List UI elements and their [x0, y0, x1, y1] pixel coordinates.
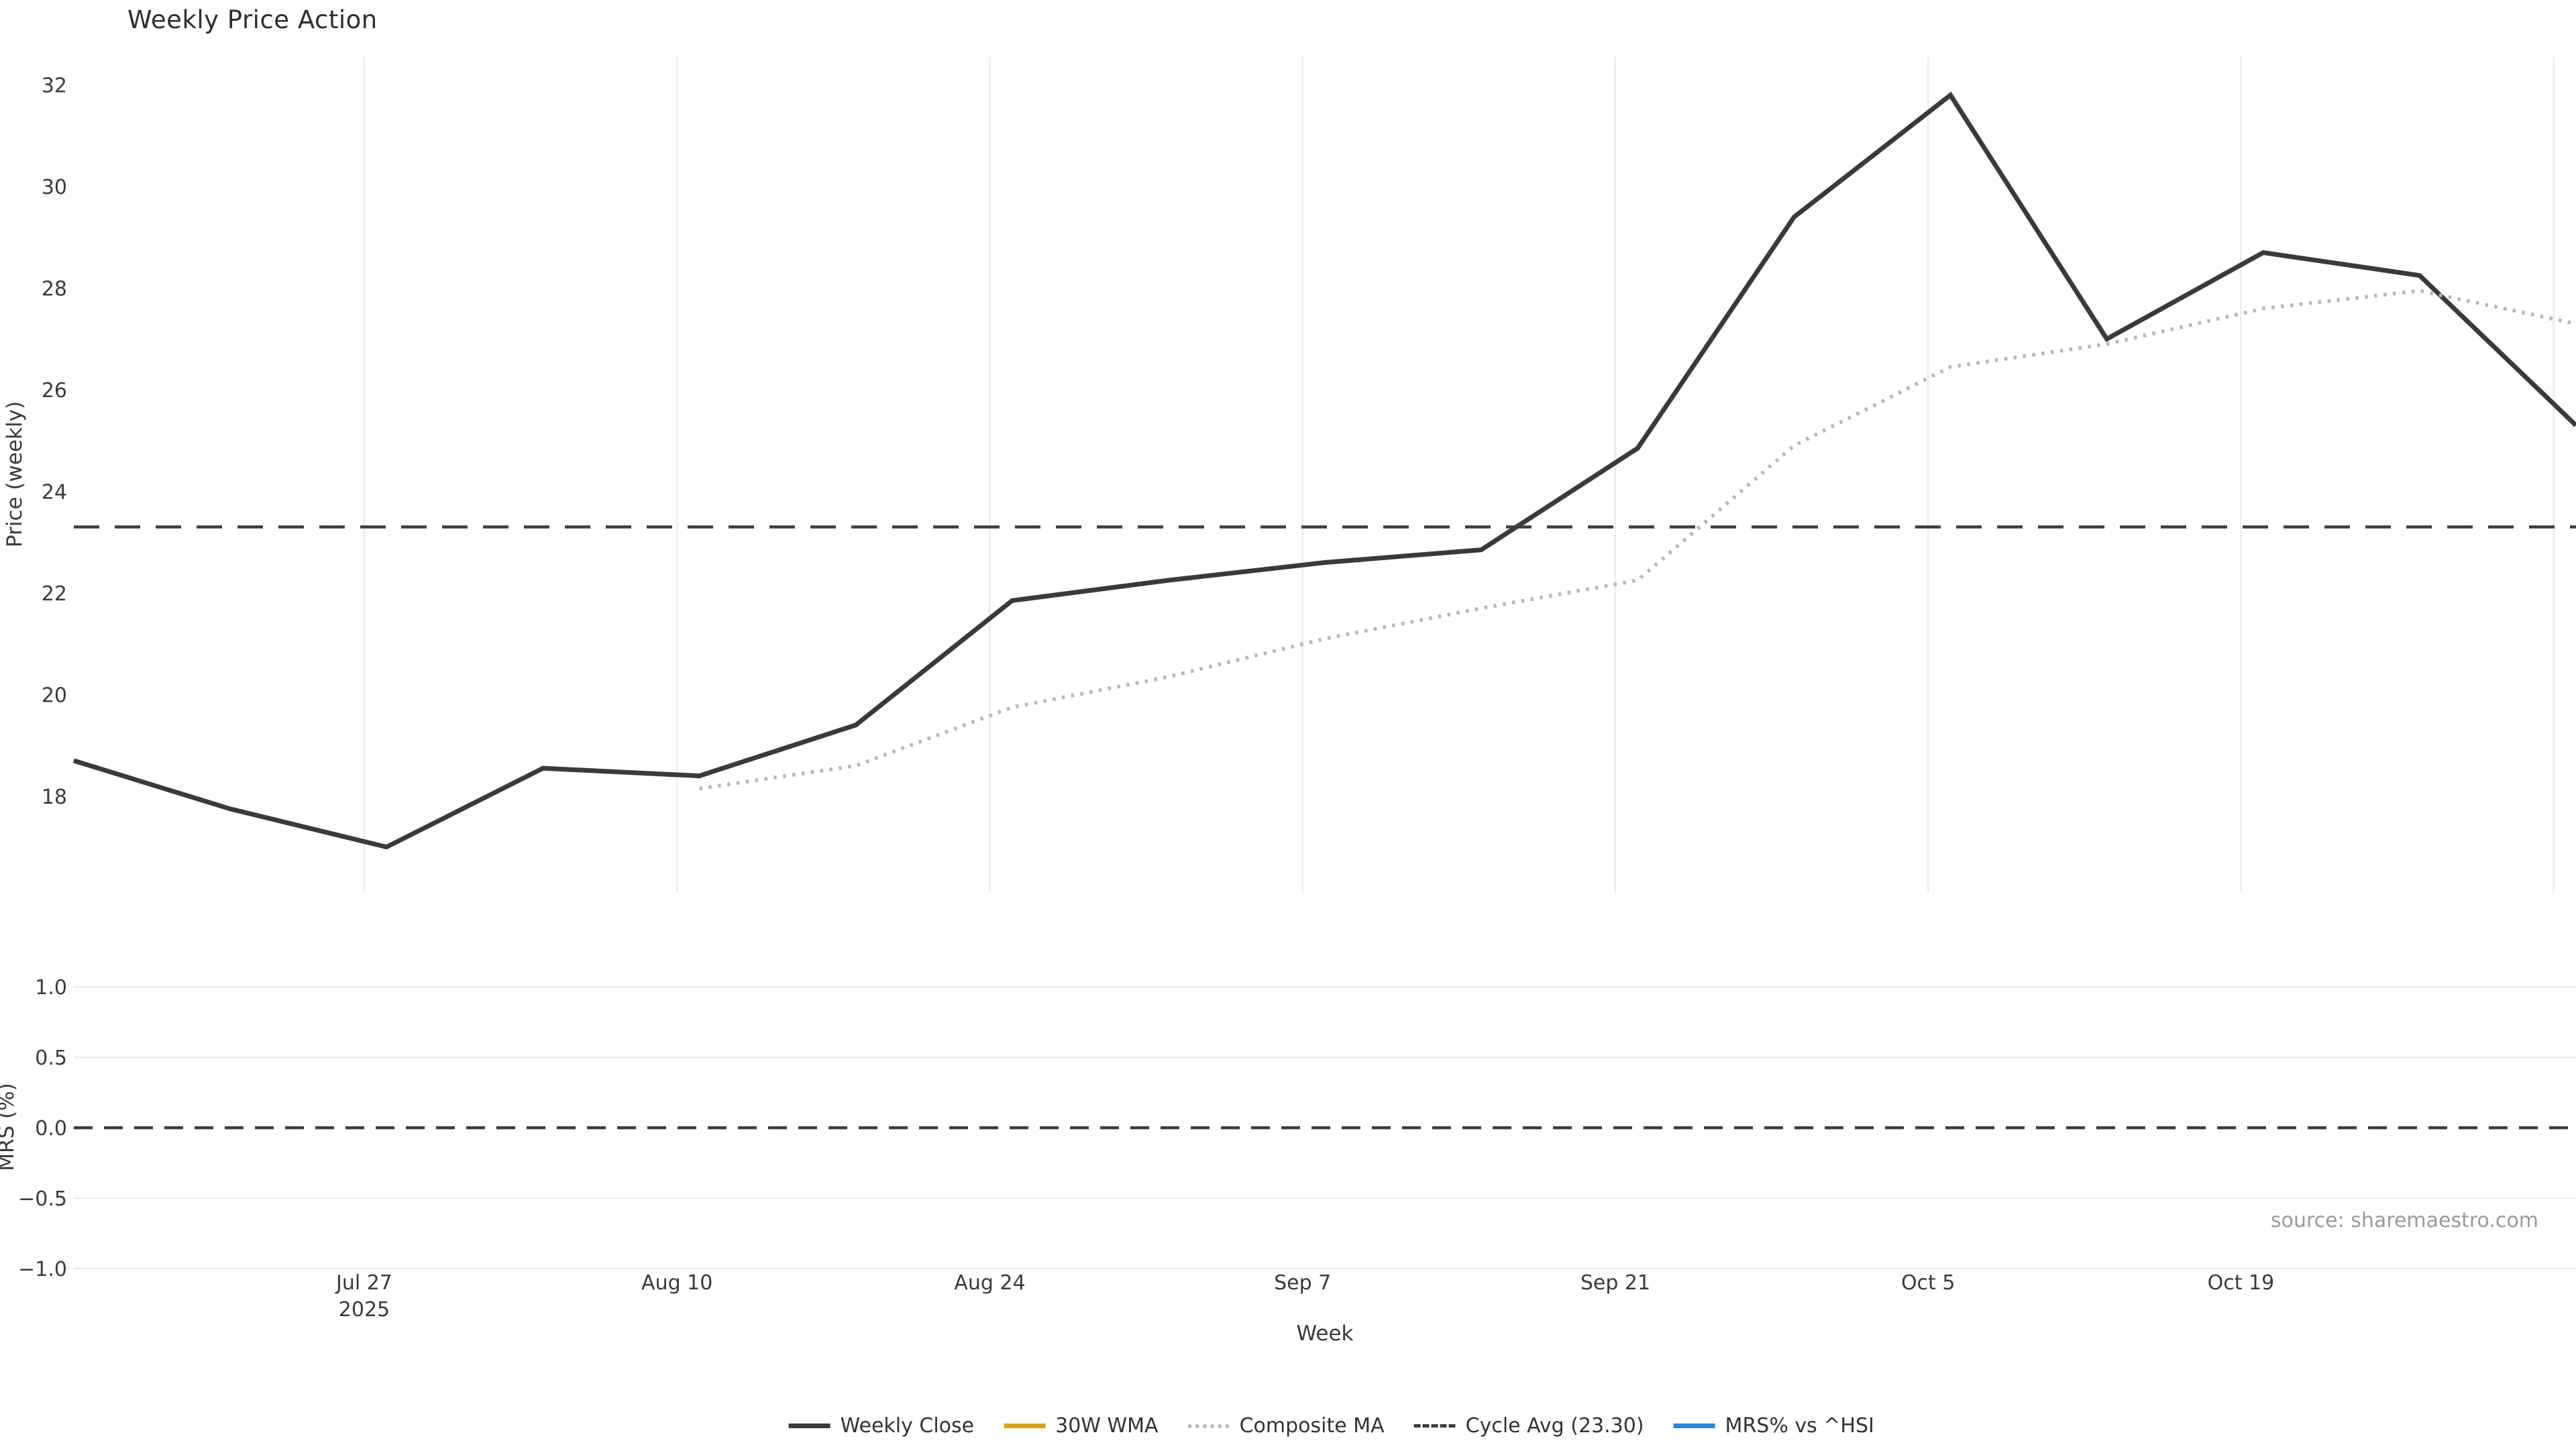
- x-tick-label: Oct 19: [2208, 1271, 2275, 1295]
- price-tick-label: 30: [42, 176, 67, 199]
- legend-item-composite-ma: Composite MA: [1187, 1414, 1385, 1438]
- legend-item-mrs-vs-hsi: MRS% vs ^HSI: [1673, 1414, 1874, 1438]
- legend-label: Weekly Close: [840, 1414, 975, 1438]
- week-axis-label: Week: [1297, 1322, 1354, 1346]
- price-tick-label: 22: [42, 582, 67, 606]
- x-tick-year-label: 2025: [339, 1298, 390, 1322]
- solid-line-swatch-icon: [1004, 1424, 1046, 1428]
- x-tick-label: Sep 21: [1580, 1271, 1650, 1295]
- source-attribution: source: sharemaestro.com: [2271, 1209, 2538, 1232]
- mrs-tick-label: −1.0: [18, 1258, 67, 1281]
- mrs-tick-label: −0.5: [18, 1187, 67, 1211]
- legend-item-30w-wma: 30W WMA: [1004, 1414, 1159, 1438]
- solid-line-swatch-icon: [788, 1424, 830, 1428]
- legend-label: MRS% vs ^HSI: [1725, 1414, 1874, 1438]
- chart-title: Weekly Price Action: [127, 5, 378, 34]
- legend-label: Composite MA: [1239, 1414, 1385, 1438]
- x-tick-label: Oct 5: [1901, 1271, 1955, 1295]
- price-tick-label: 24: [42, 480, 67, 504]
- mrs-tick-label: 0.5: [35, 1046, 67, 1070]
- price-tick-label: 26: [42, 379, 67, 402]
- weekly-close-line: [72, 91, 2576, 850]
- legend-label: Cycle Avg (23.30): [1465, 1414, 1644, 1438]
- price-tick-label: 20: [42, 684, 67, 707]
- price-tick-label: 28: [42, 278, 67, 301]
- price-axis-label: Price (weekly): [3, 401, 27, 547]
- legend-item-weekly-close: Weekly Close: [788, 1414, 975, 1438]
- mrs-tick-label: 0.0: [35, 1117, 67, 1140]
- price-tick-label: 32: [42, 74, 67, 98]
- solid-line-swatch-icon: [1673, 1424, 1715, 1428]
- dotted-line-swatch-icon: [1187, 1424, 1230, 1428]
- x-tick-label: Aug 24: [954, 1271, 1025, 1295]
- x-tick-label: Sep 7: [1274, 1271, 1331, 1295]
- dashed-line-swatch-icon: [1413, 1424, 1456, 1428]
- price-tick-label: 18: [42, 786, 67, 809]
- mrs-axis-label: MRS (%): [0, 1083, 19, 1171]
- legend-label: 30W WMA: [1055, 1414, 1159, 1438]
- x-tick-label: Aug 10: [641, 1271, 712, 1295]
- chart-legend: Weekly Close 30W WMA Composite MA Cycle Avg…: [788, 1414, 1874, 1438]
- legend-item-cycle-avg-23-30: Cycle Avg (23.30): [1413, 1414, 1644, 1438]
- composite-ma-dotted-line: [699, 288, 2576, 791]
- mrs-tick-label: 1.0: [35, 976, 67, 1000]
- x-tick-label: Jul 27: [335, 1271, 392, 1295]
